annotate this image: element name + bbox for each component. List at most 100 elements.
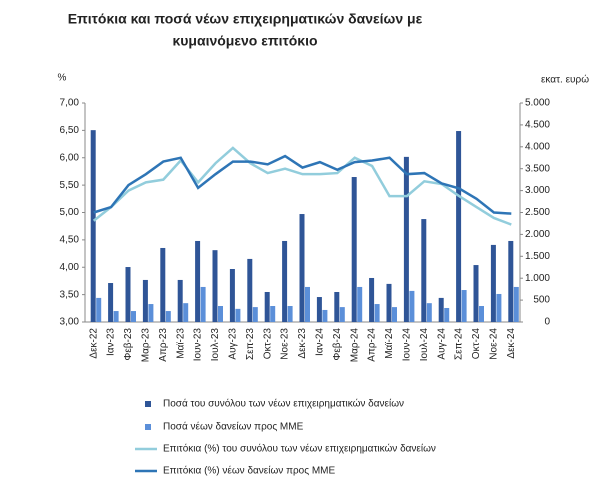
bar: [264, 291, 270, 322]
legend-label: Ποσά του συνόλου των νέων επιχειρηματικώ…: [163, 398, 404, 410]
x-tick-label: Σεπ-24: [454, 328, 465, 360]
x-tick-label: Απρ-23: [158, 328, 169, 362]
bar: [247, 258, 253, 322]
y2-tick-label: 1.000: [525, 273, 550, 284]
bar: [235, 308, 241, 322]
x-tick-label: Σεπ-23: [245, 328, 256, 360]
bar: [229, 269, 235, 322]
chart-title: κυμαινόμενο επιτόκιο: [172, 33, 317, 49]
bar: [177, 279, 183, 322]
bar: [461, 290, 467, 322]
bar: [403, 156, 409, 322]
x-tick-label: Απρ-24: [367, 328, 378, 362]
y2-tick-label: 2.000: [525, 229, 550, 240]
y2-tick-label: 3.500: [525, 163, 550, 174]
legend-label: Επιτόκια (%) του συνόλου των νέων επιχει…: [163, 443, 436, 455]
bar: [287, 306, 293, 322]
bar: [496, 293, 502, 322]
legend-swatch: [145, 424, 151, 430]
x-tick-label: Αυγ-24: [436, 328, 447, 360]
bar: [218, 306, 223, 322]
y2-tick-label: 500: [533, 295, 550, 306]
x-tick-label: Μαρ-24: [349, 328, 360, 363]
bar: [456, 131, 462, 322]
bar: [305, 286, 310, 322]
bar: [96, 297, 102, 322]
x-tick-label: Οκτ-23: [262, 328, 273, 360]
y2-axis-label: εκατ. ευρώ: [541, 74, 589, 86]
y2-tick-label: 3.000: [525, 185, 550, 196]
bar: [513, 286, 519, 322]
x-tick-label: Οκτ-24: [471, 328, 482, 360]
y-tick-label: 5,00: [60, 207, 80, 218]
bar: [299, 214, 305, 322]
bar: [392, 307, 397, 322]
bar: [351, 177, 357, 322]
x-tick-label: Ιαν-24: [315, 328, 326, 356]
bar: [409, 290, 415, 322]
y2-tick-label: 4.500: [525, 120, 550, 131]
bar: [282, 240, 288, 322]
x-tick-label: Νοε-23: [280, 328, 291, 360]
y2-tick-label: 1.500: [525, 251, 550, 262]
bar: [125, 267, 131, 322]
bar: [473, 265, 479, 322]
x-tick-label: Μαϊ-24: [384, 328, 395, 359]
x-tick-label: Ιουν-23: [193, 328, 204, 362]
y-tick-label: 6,00: [60, 152, 80, 163]
x-tick-label: Ιουλ-24: [419, 328, 430, 362]
bar: [200, 286, 206, 322]
x-tick-label: Νοε-24: [489, 328, 500, 360]
y-tick-label: 4,00: [60, 262, 80, 273]
bar: [183, 303, 189, 322]
bar: [369, 277, 375, 322]
bar: [386, 283, 392, 322]
y-tick-label: 7,00: [60, 98, 80, 109]
y-tick-label: 5,50: [60, 180, 80, 191]
x-tick-label: Δεκ-24: [506, 328, 517, 359]
bar: [316, 297, 322, 322]
chart-title: Επιτόκια και ποσά νέων επιχειρηματικών δ…: [68, 11, 423, 27]
bar: [148, 304, 154, 322]
bar: [374, 304, 380, 322]
legend-swatch: [145, 401, 151, 407]
x-tick-label: Φεβ-24: [332, 328, 343, 361]
y2-tick-label: 4.000: [525, 141, 550, 152]
bar: [339, 307, 345, 322]
bar: [334, 291, 340, 322]
y-tick-label: 3,00: [60, 317, 80, 328]
x-tick-label: Ιουλ-23: [210, 328, 221, 362]
x-tick-label: Ιουν-24: [402, 328, 413, 362]
line: [93, 154, 512, 215]
bar: [160, 247, 166, 322]
x-tick-label: Δεκ-23: [297, 328, 308, 359]
bar: [252, 307, 258, 322]
y-tick-label: 3,50: [60, 289, 80, 300]
bar: [142, 279, 148, 322]
bar: [438, 297, 444, 322]
x-tick-label: Δεκ-22: [88, 328, 99, 359]
bar: [90, 130, 96, 322]
bar: [165, 311, 171, 322]
y2-tick-label: 0: [544, 317, 550, 328]
bar: [322, 309, 328, 322]
bar: [113, 311, 119, 322]
bar: [212, 250, 218, 322]
bar: [490, 244, 496, 322]
bar: [195, 240, 201, 322]
bar: [479, 306, 484, 322]
y-tick-label: 4,50: [60, 235, 80, 246]
bar: [108, 283, 114, 322]
x-tick-label: Μαϊ-23: [175, 328, 186, 359]
bar: [444, 307, 450, 322]
x-tick-label: Ιαν-23: [106, 328, 117, 356]
bar: [270, 306, 276, 322]
legend-label: Επιτόκια (%) νέων δανείων προς ΜΜΕ: [163, 465, 335, 477]
bar: [426, 303, 432, 322]
y2-tick-label: 2.500: [525, 207, 550, 218]
x-tick-label: Μαρ-23: [141, 328, 152, 363]
bar: [508, 240, 514, 322]
y2-tick-label: 5.000: [525, 98, 550, 109]
y-axis-label: %: [58, 73, 67, 84]
